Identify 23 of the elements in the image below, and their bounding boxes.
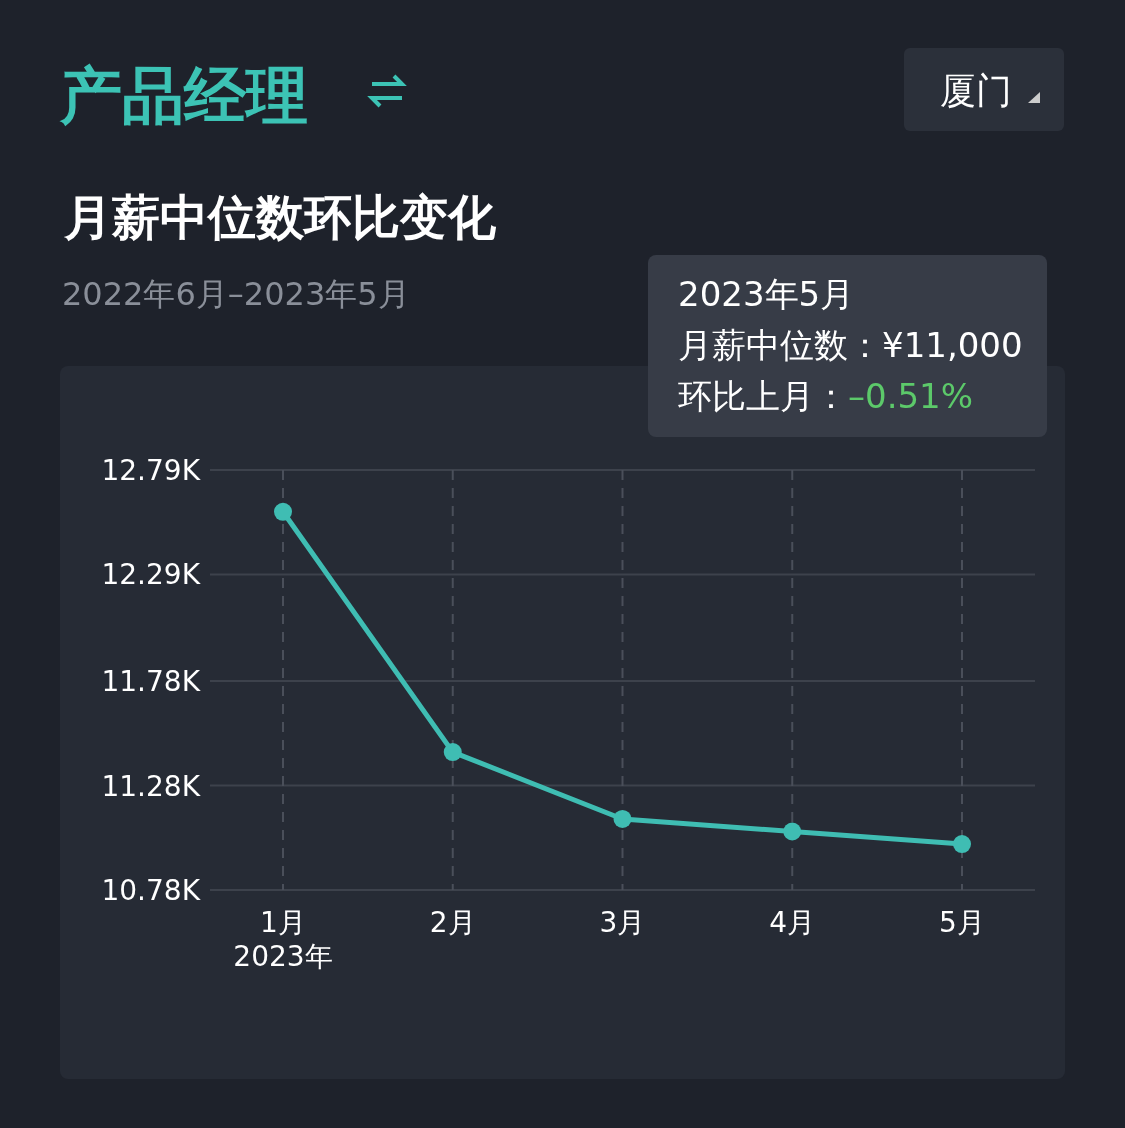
chart-title: 产品经理	[59, 59, 308, 132]
x-tick-label: 5月	[939, 906, 985, 939]
point	[274, 502, 292, 521]
point	[613, 809, 632, 828]
text: 2022年6月–2023年5月	[62, 275, 410, 313]
chart-subtitle: 月薪中位数环比变化	[63, 189, 497, 245]
y-tick-label: 11.28K	[101, 769, 201, 803]
text: 环比上月：	[678, 376, 848, 416]
x-tick-label: 3月	[599, 906, 646, 939]
y-tick-label: 11.78K	[101, 665, 201, 699]
x-tick-label: 4月	[769, 906, 816, 939]
x-tick-label: 2月	[429, 906, 476, 939]
point	[953, 835, 971, 854]
text: 厦门	[940, 70, 1012, 111]
x-tick-label: 1月 2023年	[233, 906, 333, 973]
y-tick-label: 12.29K	[101, 558, 201, 592]
text: 月薪中位数：¥11,000	[678, 325, 1023, 365]
text: –0.51%	[848, 376, 974, 416]
text: 2023年5月	[678, 274, 855, 314]
point	[443, 743, 462, 762]
y-tick-label: 10.78K	[101, 874, 201, 907]
y-tick-label: 12.79K	[101, 454, 201, 487]
point	[783, 822, 802, 841]
